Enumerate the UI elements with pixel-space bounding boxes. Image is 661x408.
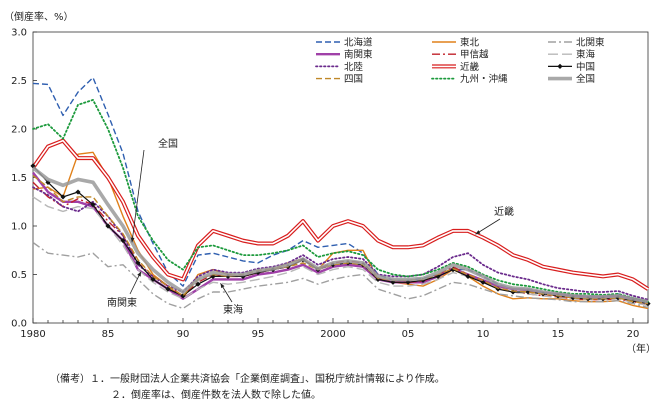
legend-item: 四国 xyxy=(316,74,363,85)
series-line xyxy=(32,196,649,307)
line-chart: （倒産率、%） （年） 0.0 0.5 1.0 1.5 2.0 2.5 3.0 1980 85 9… xyxy=(4,10,656,355)
legend-item: 南関東 xyxy=(316,49,373,61)
legend-item: 東北 xyxy=(432,37,480,49)
data-point xyxy=(60,194,66,200)
annotation-label: 東海 xyxy=(223,303,243,316)
annotation-leader xyxy=(475,218,501,235)
series-九州・沖縄 xyxy=(32,99,649,303)
x-tick-label: 15 xyxy=(552,329,565,340)
legend-item: 中国 xyxy=(548,61,595,73)
series-layer xyxy=(30,76,651,310)
legend-item: 近畿 xyxy=(432,61,480,73)
x-tick-label: 90 xyxy=(177,329,190,340)
series-line xyxy=(31,166,649,304)
annotation-arrowhead xyxy=(475,230,481,235)
annotation-label: 近畿 xyxy=(494,205,514,218)
data-point xyxy=(180,293,186,299)
annotation-leader xyxy=(131,149,145,243)
legend-label: 東海 xyxy=(576,49,596,61)
legend-item: 北海道 xyxy=(316,37,373,49)
legend-label: 全国 xyxy=(576,73,595,85)
x-tick-label: 1980 xyxy=(20,329,45,340)
legend-item: 全国 xyxy=(548,73,595,85)
data-point xyxy=(570,295,576,301)
annotation-label: 南関東 xyxy=(107,296,137,309)
series-近畿 xyxy=(31,138,650,291)
x-tick-label: 2000 xyxy=(320,329,345,340)
x-tick-label: 20 xyxy=(627,329,640,340)
y-axis-label: （倒産率、%） xyxy=(4,10,74,23)
data-point xyxy=(105,223,111,229)
x-tick-label: 05 xyxy=(402,329,415,340)
series-line xyxy=(32,241,649,310)
series-東海 xyxy=(32,196,649,307)
y-tick-label: 2.5 xyxy=(11,76,27,87)
annotation-arrowhead xyxy=(130,237,135,243)
y-tick-label: 3.0 xyxy=(11,28,27,39)
axes: 0.0 0.5 1.0 1.5 2.0 2.5 3.0 1980 85 90 95 2000 05 10 1… xyxy=(11,28,649,340)
legend-label: 九州・沖縄 xyxy=(460,73,508,85)
legend-item: 北関東 xyxy=(548,37,605,49)
x-tick-label: 85 xyxy=(102,329,115,340)
legend-label: 近畿 xyxy=(460,61,480,73)
data-point xyxy=(525,289,531,295)
note-line-2: ２．倒産率は、倒産件数を法人数で除した値。 xyxy=(111,390,321,401)
data-point xyxy=(510,289,516,295)
data-point xyxy=(615,295,621,301)
data-point xyxy=(90,202,96,208)
legend-label: 東北 xyxy=(460,37,480,49)
data-point xyxy=(135,260,141,266)
annotation-label: 全国 xyxy=(158,137,178,150)
series-全国 xyxy=(31,166,649,304)
x-axis-unit: （年） xyxy=(626,342,656,355)
data-point xyxy=(150,276,156,282)
series-line-inner xyxy=(32,139,649,290)
legend-label: 四国 xyxy=(344,74,363,85)
y-tick-label: 0.0 xyxy=(11,319,27,330)
x-tick-label: 95 xyxy=(252,329,265,340)
data-point xyxy=(480,279,486,285)
legend-label: 中国 xyxy=(576,61,595,73)
legend-label: 北陸 xyxy=(344,61,364,73)
note-line-1: （備考）１．一般財団法人企業共済協会「企業倒産調査」、国税庁統計情報により作成。 xyxy=(50,374,445,385)
legend-marker xyxy=(557,63,563,69)
series-北関東 xyxy=(32,241,649,310)
y-tick-label: 1.5 xyxy=(11,173,27,184)
legend-item: 東海 xyxy=(548,49,596,61)
legend-label: 北関東 xyxy=(576,37,605,49)
y-tick-label: 0.5 xyxy=(11,270,27,281)
data-point xyxy=(450,267,456,273)
series-line xyxy=(32,99,649,303)
annotation-arrowhead xyxy=(220,283,225,289)
y-tick-label: 2.0 xyxy=(11,125,27,136)
legend-item: 甲信越 xyxy=(432,49,489,61)
data-point xyxy=(120,237,126,244)
legend-label: 北海道 xyxy=(344,37,373,49)
legend-item: 北陸 xyxy=(315,61,364,73)
data-point xyxy=(195,281,201,287)
x-tick-label: 10 xyxy=(477,329,490,340)
data-point xyxy=(75,189,81,195)
legend-label: 南関東 xyxy=(344,49,373,61)
legend-label: 甲信越 xyxy=(460,49,489,61)
series-line xyxy=(32,165,649,305)
annotation-arrowhead xyxy=(137,271,141,277)
legend-item: 九州・沖縄 xyxy=(431,73,508,85)
y-tick-label: 1.0 xyxy=(11,222,27,233)
